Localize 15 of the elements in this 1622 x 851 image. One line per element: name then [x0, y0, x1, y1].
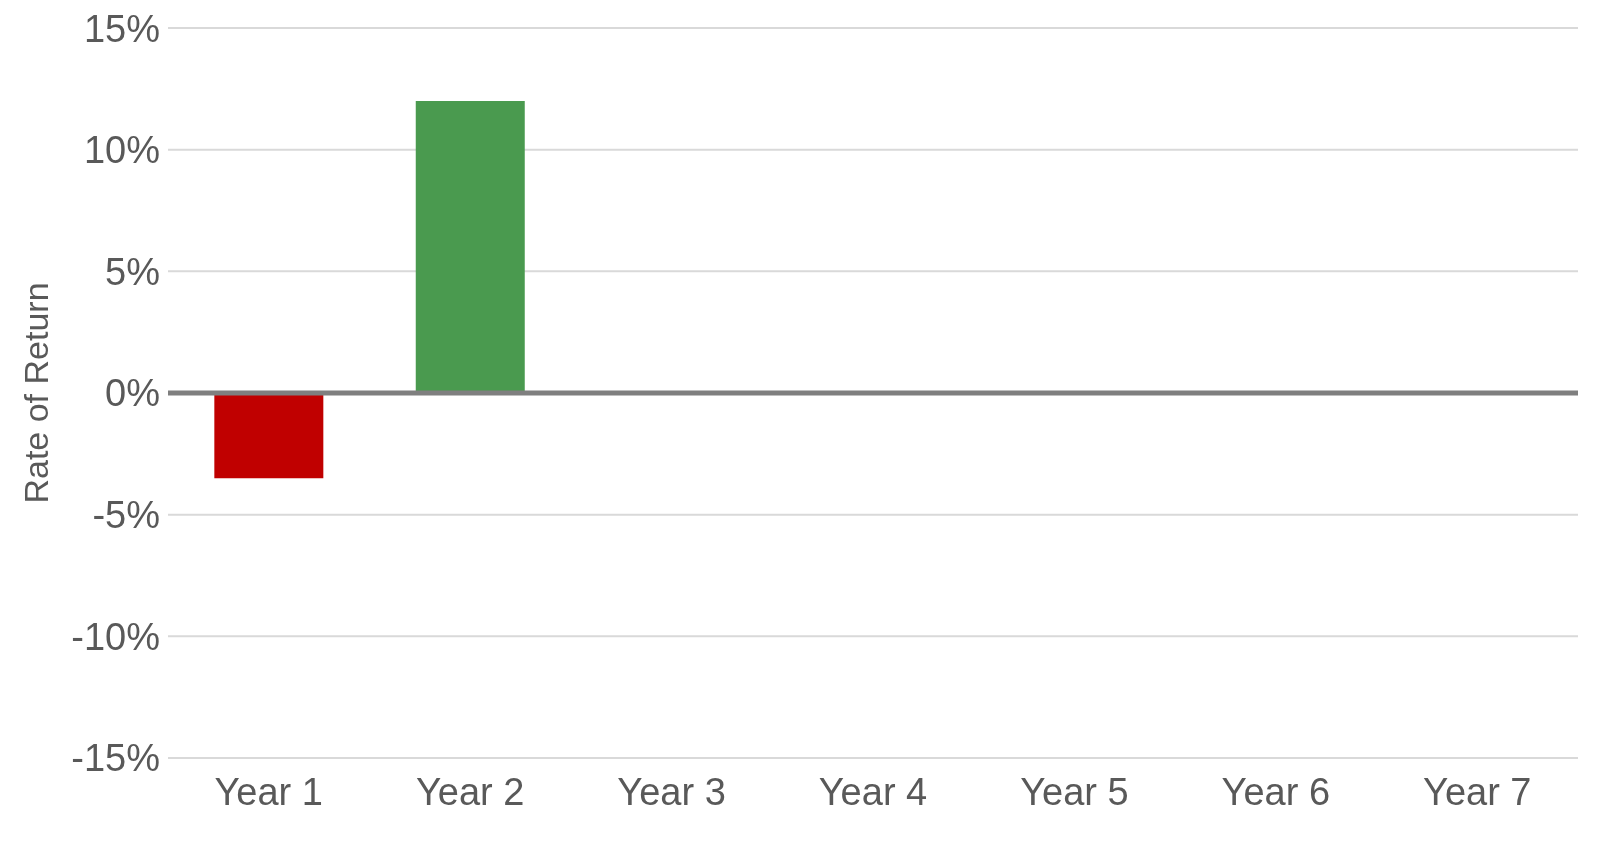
y-tick-label: -10%: [71, 615, 160, 658]
y-tick-label: 10%: [83, 129, 160, 172]
y-tick-label: -5%: [92, 494, 160, 537]
x-tick-label: Year 5: [1020, 770, 1129, 813]
x-tick-label: Year 3: [617, 770, 726, 813]
x-tick-label: Year 7: [1423, 770, 1532, 813]
y-tick-label: 15%: [83, 7, 160, 50]
y-axis-title: Rate of Return: [17, 282, 56, 504]
y-tick-label: -15%: [71, 737, 160, 780]
y-tick-label: 0%: [105, 372, 160, 415]
x-tick-label: Year 6: [1221, 770, 1331, 813]
y-tick-label: 5%: [105, 250, 160, 293]
x-tick-label: Year 1: [214, 770, 323, 813]
x-tick-label: Year 2: [415, 770, 525, 813]
x-tick-label: Year 4: [818, 770, 928, 813]
